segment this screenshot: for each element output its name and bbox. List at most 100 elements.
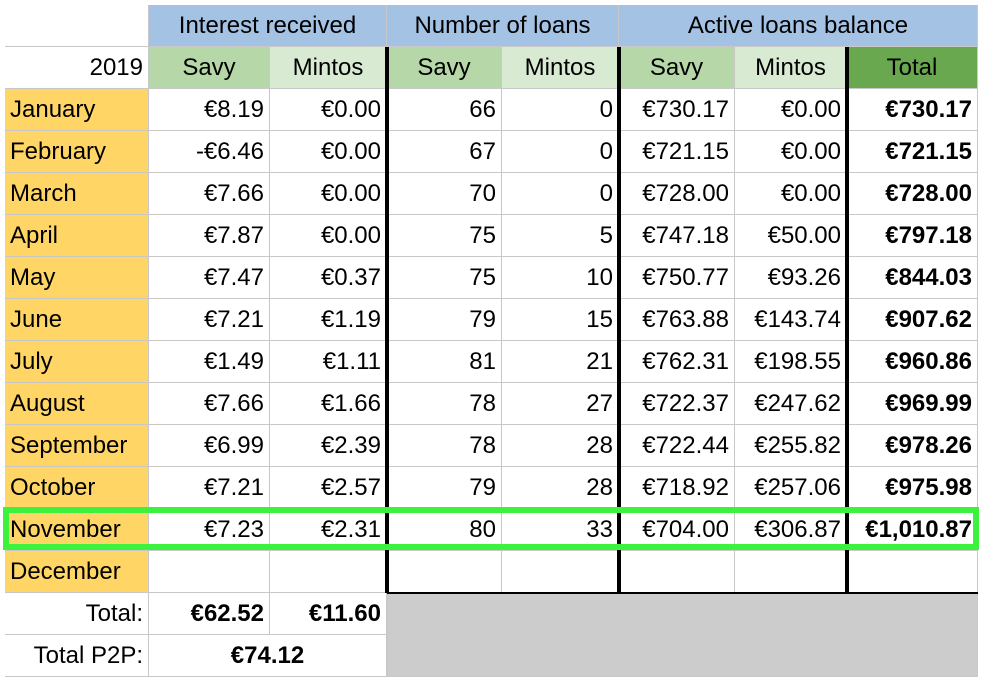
value-cell-balance-total[interactable]: €844.03 bbox=[847, 257, 978, 299]
value-cell-interest-savy[interactable]: €1.49 bbox=[149, 341, 270, 383]
value-cell-balance-total[interactable]: €960.86 bbox=[847, 341, 978, 383]
value-cell-balance-savy[interactable]: €747.18 bbox=[619, 215, 735, 257]
value-cell-balance-total[interactable]: €728.00 bbox=[847, 173, 978, 215]
value-cell-interest-mintos[interactable]: €1.66 bbox=[270, 383, 387, 425]
value-cell-interest-savy[interactable]: €7.23 bbox=[149, 509, 270, 551]
value-cell-interest-savy[interactable]: €6.99 bbox=[149, 425, 270, 467]
value-cell-balance-mintos[interactable]: €0.00 bbox=[735, 89, 847, 131]
value-cell-balance-savy[interactable]: €728.00 bbox=[619, 173, 735, 215]
month-cell[interactable]: July bbox=[5, 341, 149, 383]
year-cell[interactable]: 2019 bbox=[5, 47, 149, 89]
value-cell-interest-mintos[interactable]: €1.19 bbox=[270, 299, 387, 341]
value-cell-interest-mintos[interactable]: €2.31 bbox=[270, 509, 387, 551]
value-cell-interest-mintos[interactable]: €0.00 bbox=[270, 173, 387, 215]
month-cell[interactable]: November bbox=[5, 509, 149, 551]
value-cell-loans-mintos[interactable]: 28 bbox=[502, 425, 619, 467]
total-interest-mintos[interactable]: €11.60 bbox=[270, 593, 387, 635]
value-cell-loans-mintos[interactable]: 33 bbox=[502, 509, 619, 551]
value-cell-balance-mintos[interactable]: €306.87 bbox=[735, 509, 847, 551]
value-cell-balance-total[interactable]: €969.99 bbox=[847, 383, 978, 425]
total-p2p-label[interactable]: Total P2P: bbox=[5, 635, 149, 677]
value-cell-balance-savy[interactable] bbox=[619, 551, 735, 593]
value-cell-balance-total[interactable]: €797.18 bbox=[847, 215, 978, 257]
value-cell-interest-savy[interactable]: €7.87 bbox=[149, 215, 270, 257]
value-cell-balance-savy[interactable]: €730.17 bbox=[619, 89, 735, 131]
subheader-balance-savy[interactable]: Savy bbox=[619, 47, 735, 89]
value-cell-balance-total[interactable]: €730.17 bbox=[847, 89, 978, 131]
value-cell-loans-savy[interactable]: 80 bbox=[387, 509, 502, 551]
value-cell-balance-savy[interactable]: €722.44 bbox=[619, 425, 735, 467]
value-cell-loans-mintos[interactable] bbox=[502, 551, 619, 593]
value-cell-loans-mintos[interactable]: 5 bbox=[502, 215, 619, 257]
total-interest-savy[interactable]: €62.52 bbox=[149, 593, 270, 635]
value-cell-loans-mintos[interactable]: 0 bbox=[502, 89, 619, 131]
value-cell-loans-mintos[interactable]: 0 bbox=[502, 173, 619, 215]
value-cell-balance-mintos[interactable] bbox=[735, 551, 847, 593]
value-cell-balance-savy[interactable]: €721.15 bbox=[619, 131, 735, 173]
subheader-balance-total[interactable]: Total bbox=[847, 47, 978, 89]
value-cell-interest-savy[interactable]: €7.66 bbox=[149, 383, 270, 425]
value-cell-interest-mintos[interactable] bbox=[270, 551, 387, 593]
value-cell-balance-total[interactable]: €721.15 bbox=[847, 131, 978, 173]
value-cell-balance-mintos[interactable]: €143.74 bbox=[735, 299, 847, 341]
value-cell-balance-savy[interactable]: €763.88 bbox=[619, 299, 735, 341]
month-cell[interactable]: September bbox=[5, 425, 149, 467]
value-cell-interest-savy[interactable]: €7.21 bbox=[149, 467, 270, 509]
value-cell-balance-mintos[interactable]: €0.00 bbox=[735, 173, 847, 215]
value-cell-balance-savy[interactable]: €762.31 bbox=[619, 341, 735, 383]
month-cell[interactable]: April bbox=[5, 215, 149, 257]
value-cell-balance-total[interactable]: €907.62 bbox=[847, 299, 978, 341]
value-cell-loans-savy[interactable]: 79 bbox=[387, 299, 502, 341]
value-cell-balance-total[interactable]: €1,010.87 bbox=[847, 509, 978, 551]
value-cell-interest-savy[interactable]: €8.19 bbox=[149, 89, 270, 131]
corner-cell[interactable] bbox=[5, 5, 149, 47]
value-cell-loans-savy[interactable]: 78 bbox=[387, 425, 502, 467]
value-cell-loans-mintos[interactable]: 10 bbox=[502, 257, 619, 299]
value-cell-interest-mintos[interactable]: €2.57 bbox=[270, 467, 387, 509]
value-cell-balance-savy[interactable]: €718.92 bbox=[619, 467, 735, 509]
subheader-interest-mintos[interactable]: Mintos bbox=[270, 47, 387, 89]
value-cell-balance-savy[interactable]: €722.37 bbox=[619, 383, 735, 425]
value-cell-loans-savy[interactable]: 75 bbox=[387, 215, 502, 257]
value-cell-loans-savy[interactable]: 70 bbox=[387, 173, 502, 215]
month-cell[interactable]: January bbox=[5, 89, 149, 131]
value-cell-balance-savy[interactable]: €750.77 bbox=[619, 257, 735, 299]
value-cell-balance-mintos[interactable]: €198.55 bbox=[735, 341, 847, 383]
header-number-of-loans[interactable]: Number of loans bbox=[387, 5, 619, 47]
month-cell[interactable]: June bbox=[5, 299, 149, 341]
month-cell[interactable]: May bbox=[5, 257, 149, 299]
value-cell-interest-savy[interactable]: €7.21 bbox=[149, 299, 270, 341]
month-cell[interactable]: August bbox=[5, 383, 149, 425]
value-cell-loans-savy[interactable]: 81 bbox=[387, 341, 502, 383]
value-cell-loans-mintos[interactable]: 0 bbox=[502, 131, 619, 173]
value-cell-balance-mintos[interactable]: €247.62 bbox=[735, 383, 847, 425]
value-cell-loans-savy[interactable]: 66 bbox=[387, 89, 502, 131]
value-cell-interest-savy[interactable]: -€6.46 bbox=[149, 131, 270, 173]
value-cell-loans-savy[interactable]: 67 bbox=[387, 131, 502, 173]
month-cell[interactable]: October bbox=[5, 467, 149, 509]
total-p2p-value[interactable]: €74.12 bbox=[149, 635, 387, 677]
value-cell-loans-savy[interactable]: 78 bbox=[387, 383, 502, 425]
value-cell-interest-savy[interactable]: €7.66 bbox=[149, 173, 270, 215]
value-cell-interest-mintos[interactable]: €0.37 bbox=[270, 257, 387, 299]
value-cell-interest-mintos[interactable]: €0.00 bbox=[270, 131, 387, 173]
value-cell-balance-mintos[interactable]: €93.26 bbox=[735, 257, 847, 299]
subheader-balance-mintos[interactable]: Mintos bbox=[735, 47, 847, 89]
value-cell-balance-total[interactable]: €975.98 bbox=[847, 467, 978, 509]
month-cell[interactable]: December bbox=[5, 551, 149, 593]
value-cell-interest-mintos[interactable]: €0.00 bbox=[270, 89, 387, 131]
header-active-loans-balance[interactable]: Active loans balance bbox=[619, 5, 978, 47]
value-cell-balance-total[interactable]: €978.26 bbox=[847, 425, 978, 467]
value-cell-interest-mintos[interactable]: €0.00 bbox=[270, 215, 387, 257]
month-cell[interactable]: February bbox=[5, 131, 149, 173]
subheader-interest-savy[interactable]: Savy bbox=[149, 47, 270, 89]
value-cell-loans-savy[interactable] bbox=[387, 551, 502, 593]
header-interest-received[interactable]: Interest received bbox=[149, 5, 387, 47]
month-cell[interactable]: March bbox=[5, 173, 149, 215]
value-cell-loans-mintos[interactable]: 27 bbox=[502, 383, 619, 425]
value-cell-loans-mintos[interactable]: 21 bbox=[502, 341, 619, 383]
value-cell-loans-mintos[interactable]: 15 bbox=[502, 299, 619, 341]
value-cell-interest-mintos[interactable]: €1.11 bbox=[270, 341, 387, 383]
value-cell-interest-savy[interactable] bbox=[149, 551, 270, 593]
value-cell-balance-mintos[interactable]: €255.82 bbox=[735, 425, 847, 467]
